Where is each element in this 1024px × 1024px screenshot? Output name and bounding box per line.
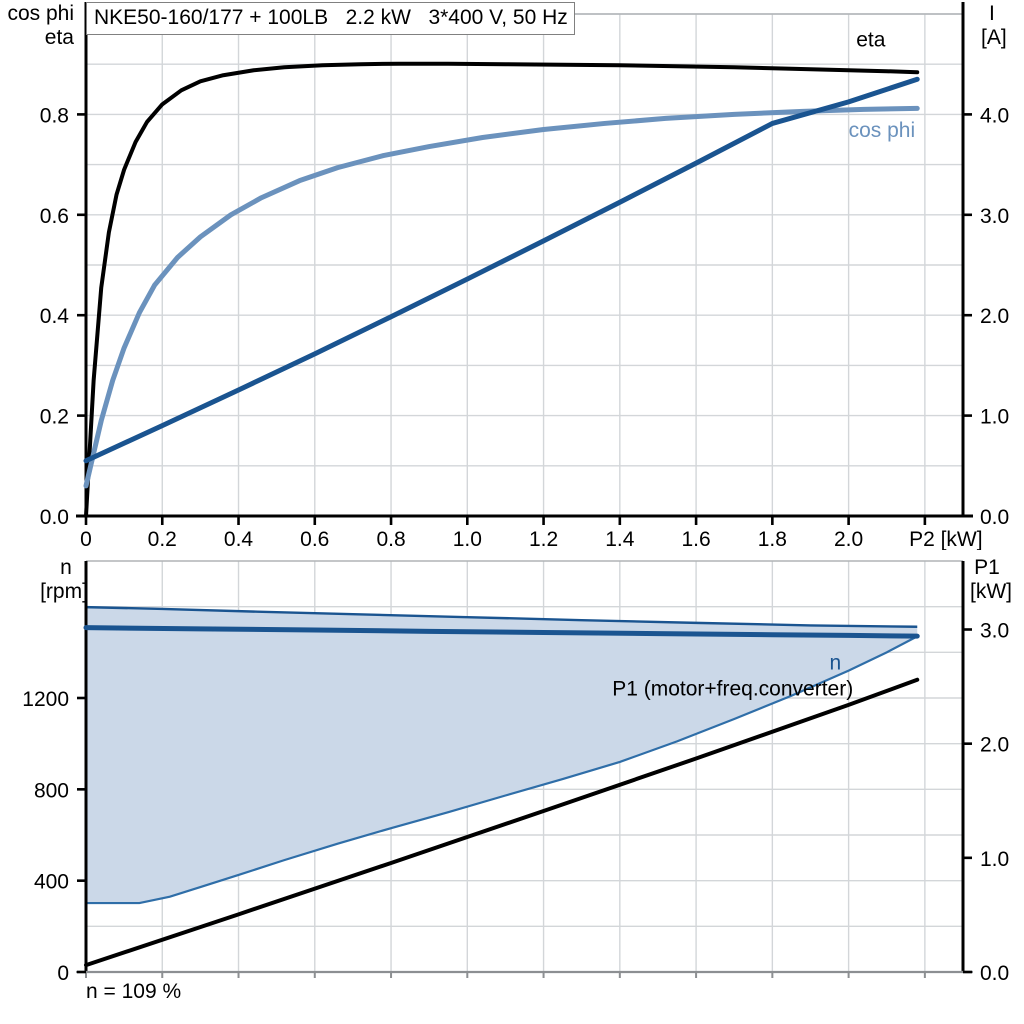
- top-axes: [76, 2, 973, 518]
- svg-text:1.6: 1.6: [681, 528, 710, 550]
- svg-text:1200: 1200: [22, 688, 69, 711]
- top-gridlines: [86, 13, 963, 516]
- svg-text:1.2: 1.2: [529, 528, 558, 550]
- top-right-axis-title-1: I: [989, 2, 995, 25]
- svg-text:1.8: 1.8: [758, 528, 787, 550]
- bottom-right-axis-title-1: P1: [974, 556, 1000, 579]
- band-fill: [86, 607, 918, 904]
- top-right-y-ticks: 0.0 1.0 2.0 3.0 4.0: [963, 104, 1009, 529]
- bottom-series: n P1 (motor+freq.converter): [83, 625, 920, 968]
- series-line-n: [83, 625, 920, 639]
- series-label-p1-motor-freq-converter-: P1 (motor+freq.converter): [612, 678, 853, 701]
- series-line-cos-phi: [83, 105, 920, 489]
- band-upper-line: [85, 605, 918, 628]
- band-lower-line: [86, 635, 918, 905]
- svg-text:0: 0: [80, 528, 92, 550]
- svg-text:0.8: 0.8: [376, 528, 405, 550]
- top-left-axis-title-2: eta: [45, 26, 75, 49]
- chart-title-box: NKE50-160/177 + 100LB 2.2 kW 3*400 V, 50…: [86, 2, 575, 35]
- svg-text:0.0: 0.0: [40, 506, 69, 529]
- svg-text:2.0: 2.0: [834, 528, 863, 550]
- speed-range-band: [85, 605, 918, 905]
- bottom-left-y-ticks: 0 400 800 1200: [22, 688, 86, 985]
- svg-text:4.0: 4.0: [980, 104, 1009, 127]
- svg-text:400: 400: [34, 871, 69, 894]
- bottom-left-axis-title-2: [rpm]: [40, 580, 88, 603]
- svg-text:1.0: 1.0: [980, 848, 1009, 871]
- bottom-left-axis-title-1: n: [60, 556, 72, 579]
- svg-text:1.0: 1.0: [980, 406, 1009, 429]
- svg-text:2.0: 2.0: [980, 305, 1009, 328]
- svg-text:1.4: 1.4: [605, 528, 635, 550]
- series-label-n: n: [830, 651, 842, 674]
- svg-text:2.0: 2.0: [980, 734, 1009, 757]
- top-left-y-ticks: 0.0 0.2 0.4 0.6 0.8: [40, 104, 86, 529]
- bottom-right-axis-title-2: [kW]: [970, 580, 1012, 603]
- speed-note: n = 109 %: [86, 980, 182, 1003]
- top-series: eta cos phi: [83, 29, 920, 518]
- series-line-eta: [84, 61, 920, 518]
- svg-text:0.6: 0.6: [300, 528, 329, 550]
- svg-text:0.0: 0.0: [980, 962, 1009, 985]
- svg-text:0.4: 0.4: [224, 528, 254, 550]
- svg-text:800: 800: [34, 779, 69, 802]
- svg-text:3.0: 3.0: [980, 620, 1009, 643]
- svg-text:0.2: 0.2: [148, 528, 177, 550]
- svg-text:0.2: 0.2: [40, 406, 69, 429]
- svg-text:3.0: 3.0: [980, 205, 1009, 228]
- top-x-ticks: 0 0.2 0.4 0.6 0.8 1.0 1.2 1.4 1.6 1.8 2.0 P2 [kW]: [80, 516, 983, 550]
- series-line-i: [83, 76, 920, 464]
- top-x-axis-title: P2 [kW]: [909, 528, 983, 550]
- top-left-axis-title-1: cos phi: [7, 2, 74, 25]
- top-chart: 0 0.2 0.4 0.6 0.8 1.0 1.2 1.4 1.6 1.8 2.0 P2 [kW]0.…: [7, 2, 1009, 550]
- svg-text:0.8: 0.8: [40, 104, 69, 127]
- svg-text:1.0: 1.0: [453, 528, 482, 550]
- series-label-cos-phi: cos phi: [849, 119, 916, 142]
- series-line-p1-motor-freq-converter-: [84, 677, 920, 968]
- series-label-eta: eta: [856, 29, 886, 52]
- svg-text:0.4: 0.4: [40, 305, 70, 328]
- svg-text:0: 0: [57, 962, 69, 985]
- svg-text:0.0: 0.0: [980, 506, 1009, 529]
- svg-text:0.6: 0.6: [40, 205, 69, 228]
- bottom-right-y-ticks: 0.0 1.0 2.0 3.0: [963, 620, 1009, 985]
- top-right-axis-title-2: [A]: [981, 26, 1007, 49]
- bottom-x-ticks: [85, 972, 926, 978]
- bottom-axis-titles: n[rpm] P1[kW]: [40, 556, 1012, 603]
